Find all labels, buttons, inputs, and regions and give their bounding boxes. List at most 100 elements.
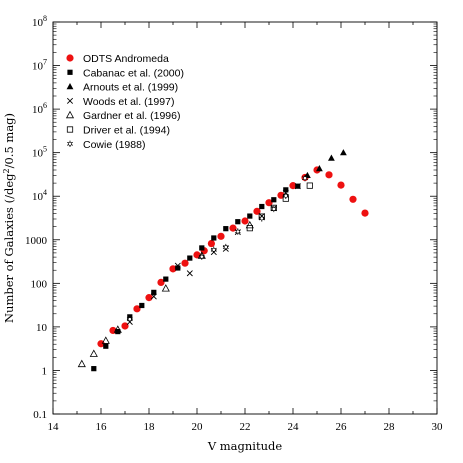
data-point-filled-circle (133, 305, 141, 313)
y-axis-label-superscript: 2 (2, 168, 11, 173)
data-point-star (198, 253, 205, 260)
legend-marker-cross (66, 97, 74, 104)
data-point-open-triangle (113, 325, 122, 333)
data-point-filled-triangle (316, 165, 323, 172)
data-point-filled-circle (241, 217, 249, 225)
data-point-filled-square (151, 289, 157, 295)
data-point-filled-square (271, 197, 277, 203)
y-tick-label: 10 (36, 322, 48, 334)
data-point-filled-square (247, 213, 253, 219)
data-point-cross (294, 183, 301, 190)
data-point-cross (174, 262, 181, 269)
y-tick-label: 106 (32, 101, 47, 116)
data-point-filled-square (235, 219, 241, 225)
star-marker-center (223, 245, 228, 249)
legend-marker-star (67, 140, 73, 147)
data-point-filled-triangle (340, 149, 347, 156)
y-tick-label: 1 (42, 365, 48, 377)
legend-item: Driver et al. (1994) (66, 125, 170, 137)
star-marker-center (235, 229, 240, 234)
data-point-filled-square (187, 255, 193, 261)
data-point-filled-square (223, 226, 229, 232)
legend-item: Arnouts et al. (1999) (66, 82, 178, 94)
data-point-open-triangle (89, 349, 98, 357)
y-axis-label-suffix: /0.5 mag) (2, 113, 16, 168)
legend-label: Cabanac et al. (2000) (83, 67, 184, 79)
data-point-star (302, 174, 308, 182)
y-tick-label: 107 (32, 58, 47, 73)
y-tick-label: 1000 (25, 235, 48, 247)
y-tick-label: 104 (32, 188, 47, 203)
data-point-filled-circle (289, 182, 297, 190)
x-tick-label: 18 (144, 421, 156, 433)
data-point-filled-square (283, 187, 289, 193)
data-point-filled-square (259, 203, 265, 210)
data-point-filled-circle (229, 224, 237, 232)
series-1-markers (91, 183, 301, 372)
data-point-filled-square (199, 245, 205, 251)
legend-marker-filled-circle (66, 54, 74, 62)
x-tick-label: 22 (240, 421, 251, 433)
legend-item: Gardner et al. (1996) (65, 110, 180, 122)
data-point-open-triangle (245, 220, 254, 229)
data-point-star (126, 316, 133, 323)
star-marker-center (211, 247, 216, 252)
data-point-filled-circle (217, 232, 225, 240)
legend-marker-filled-triangle (66, 83, 74, 90)
star-marker-center (127, 317, 132, 322)
data-point-star (234, 228, 241, 235)
data-point-filled-circle (265, 199, 273, 207)
data-point-star (222, 243, 229, 251)
data-point-cross (150, 293, 157, 300)
data-point-star (270, 205, 277, 213)
data-point-filled-square (139, 302, 145, 309)
x-axis-label: V magnitude (207, 439, 283, 453)
star-marker-center (259, 216, 264, 221)
data-point-filled-square (175, 265, 181, 271)
star-marker-center (303, 176, 307, 181)
y-tick-label: 108 (32, 14, 47, 29)
data-point-open-triangle (101, 336, 110, 344)
y-axis-label-prefix: Number of Galaxies (/deg (2, 173, 16, 323)
data-point-star (282, 192, 289, 200)
legend: ODTS Andromeda Cabanac et al. (2000) Arnou… (65, 53, 184, 151)
data-point-filled-circle (157, 278, 165, 287)
data-point-filled-square (91, 366, 97, 372)
legend-item: ODTS Andromeda (66, 53, 169, 65)
data-point-filled-circle (193, 251, 201, 259)
y-tick-label: 105 (32, 145, 47, 160)
x-tick-label: 24 (288, 421, 300, 433)
data-point-filled-circle (361, 209, 369, 217)
legend-marker-open-square (66, 126, 74, 133)
data-point-filled-square (103, 343, 109, 349)
data-point-filled-circle (145, 294, 153, 302)
data-point-filled-triangle (328, 154, 335, 161)
legend-marker-open-triangle (65, 110, 75, 119)
data-point-filled-circle (337, 181, 345, 189)
series-6-markers (126, 174, 308, 323)
y-axis-label: Number of Galaxies (/deg2/0.5 mag) (2, 113, 16, 323)
legend-label: Woods et al. (1997) (83, 96, 174, 108)
x-tick-label: 30 (432, 421, 444, 433)
legend-marker-filled-square (67, 69, 73, 75)
x-tick-label: 20 (192, 421, 204, 433)
data-point-open-square (246, 225, 253, 232)
x-tick-label: 26 (336, 421, 348, 433)
data-point-filled-circle (181, 259, 189, 267)
legend-label: Gardner et al. (1996) (83, 110, 180, 122)
x-tick-label: 28 (384, 421, 396, 433)
data-point-star (258, 215, 265, 222)
star-marker-center (199, 254, 204, 259)
star-marker-center (283, 193, 288, 198)
data-point-filled-circle (207, 239, 215, 248)
data-point-filled-circle (121, 322, 129, 330)
legend-label: Driver et al. (1994) (83, 125, 170, 137)
star-marker-center (68, 141, 72, 146)
star-marker-center (271, 207, 276, 211)
data-point-open-triangle (77, 359, 86, 368)
data-point-filled-circle (349, 195, 357, 203)
y-tick-label: 0.1 (33, 409, 47, 421)
data-point-cross (186, 270, 193, 277)
data-point-filled-square (211, 235, 217, 241)
